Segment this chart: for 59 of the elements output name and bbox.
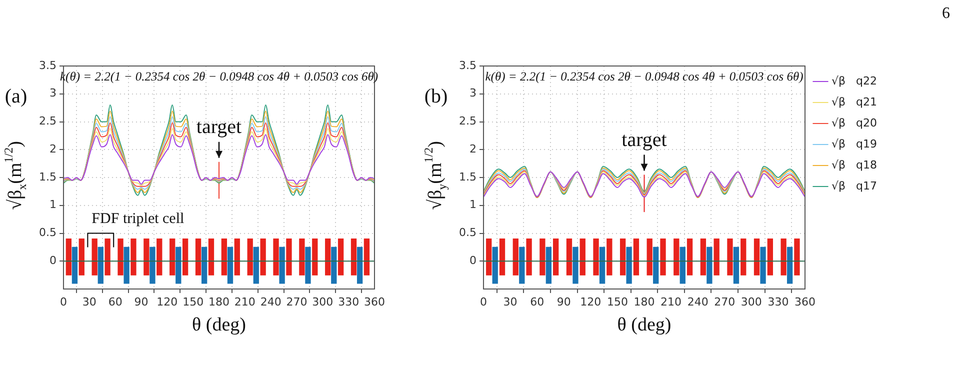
y-tick-label: 3.5 (458, 58, 476, 72)
y-tick-label: 1.5 (38, 170, 56, 184)
annotation: FDF triplet cell (92, 211, 184, 228)
y-tick-label: 0 (469, 254, 476, 267)
x-tick-label: 300 (740, 295, 762, 308)
y-tick-label: 0.5 (458, 226, 476, 240)
y-tick-label: 1 (469, 198, 476, 212)
y-tick-label: 2 (49, 142, 56, 156)
annotation: target (622, 128, 668, 151)
x-tick-label: 120 (156, 295, 178, 308)
legend-label: √β q18 (832, 158, 877, 172)
legend-label: √β q21 (832, 95, 877, 108)
x-tick-label: 60 (108, 295, 122, 308)
x-tick-label: 90 (134, 295, 148, 308)
y-tick-label: 1.5 (458, 170, 476, 184)
y-tick-label: 0.5 (38, 226, 56, 240)
legend-label: √β q17 (832, 179, 877, 192)
x-tick-label: 210 (660, 295, 682, 308)
y-tick-label: 3.5 (38, 58, 56, 72)
y-tick-label: 2.5 (38, 114, 56, 128)
text: 6 (942, 5, 950, 22)
x-tick-label: 150 (606, 295, 628, 308)
x-tick-label: 90 (556, 295, 571, 308)
x-tick-label: 360 (794, 295, 816, 308)
x-axis-title: θ (deg) (192, 314, 246, 336)
y-tick-label: 2.5 (458, 114, 476, 128)
x-tick-label: 240 (687, 295, 708, 308)
x-tick-label: 120 (580, 295, 602, 308)
x-tick-label: 60 (530, 295, 544, 308)
x-tick-label: 330 (338, 295, 360, 308)
y-tick-label: 3 (49, 86, 56, 100)
y-tick-label: 0 (49, 254, 56, 267)
x-tick-label: 270 (714, 295, 736, 308)
text: (a) (4, 85, 28, 108)
x-tick-label: 30 (503, 295, 518, 308)
legend-label: √β q20 (832, 116, 877, 130)
legend-label: √β q22 (832, 74, 877, 88)
text: (b) (424, 85, 448, 108)
x-tick-label: 330 (768, 295, 789, 308)
y-tick-label: 2 (469, 142, 476, 156)
y-axis-title: √βy(m1/2) (422, 141, 449, 210)
x-tick-label: 0 (60, 295, 67, 308)
x-tick-label: 240 (260, 295, 282, 308)
y-axis-title: √βx(m1/2) (2, 141, 29, 210)
annotation: target (196, 116, 242, 138)
x-tick-label: 270 (286, 295, 308, 308)
x-tick-label: 210 (234, 295, 256, 308)
x-tick-label: 30 (82, 295, 96, 308)
x-tick-label: 180 (208, 295, 230, 308)
x-tick-label: 180 (634, 295, 655, 308)
legend-label: √β q19 (832, 137, 877, 150)
y-tick-label: 1 (49, 198, 56, 212)
y-tick-label: 3 (469, 86, 476, 100)
x-tick-label: 360 (364, 295, 385, 308)
x-tick-label: 300 (312, 295, 334, 308)
annotation: k(θ) = 2.2(1 − 0.2354 cos 2θ − 0.0948 cos 4θ + 0.0503 cos 6θ) (485, 69, 804, 84)
x-tick-label: 0 (480, 295, 487, 308)
x-axis-title: θ (deg) (617, 314, 672, 336)
x-tick-label: 150 (182, 295, 204, 308)
